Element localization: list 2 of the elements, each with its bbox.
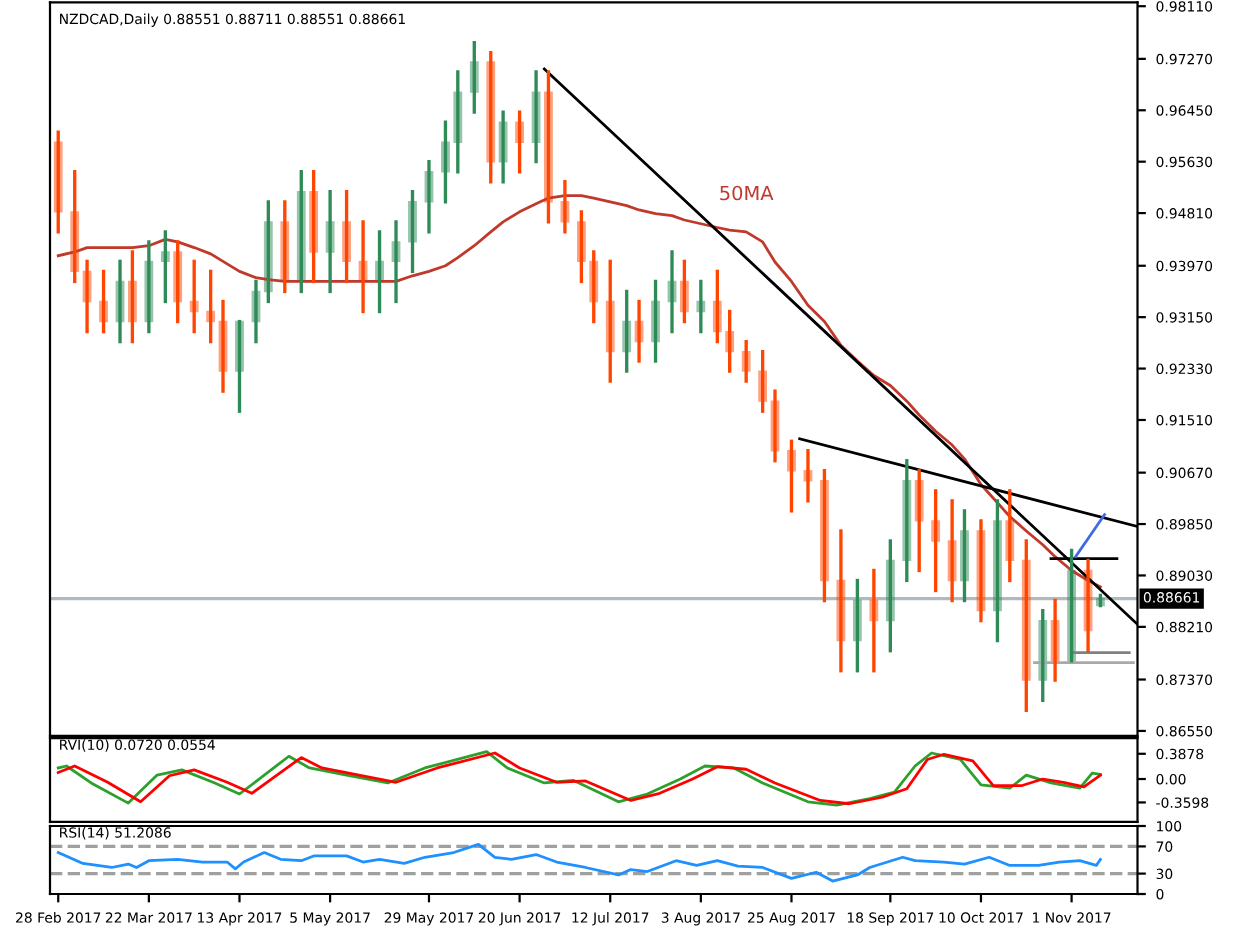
series-label: 50MA: [720, 185, 774, 201]
line-series: [56, 842, 1102, 883]
